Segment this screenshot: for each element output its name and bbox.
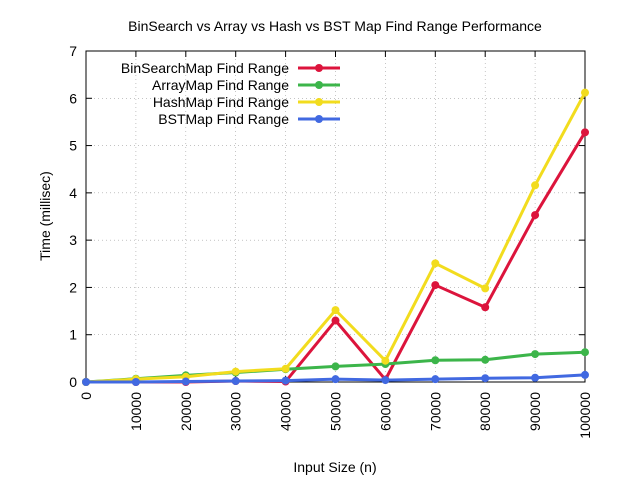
data-point [381, 356, 390, 365]
legend-swatch-point [315, 98, 323, 106]
x-tick-label: 0 [78, 392, 94, 400]
x-tick-label: 40000 [278, 392, 294, 431]
data-point [331, 375, 340, 384]
data-point [331, 316, 340, 325]
data-point [531, 373, 540, 382]
data-point [581, 88, 589, 97]
y-tick-label: 1 [69, 327, 77, 343]
data-point [281, 364, 290, 373]
series-2 [82, 88, 589, 386]
legend-label: HashMap Find Range [153, 94, 289, 110]
data-point [431, 375, 440, 384]
chart-title: BinSearch vs Array vs Hash vs BST Map Fi… [128, 18, 542, 34]
data-point [581, 348, 589, 357]
data-point [581, 370, 589, 379]
data-point [481, 303, 490, 312]
data-point [331, 362, 340, 371]
data-point [431, 281, 440, 290]
x-tick-label: 60000 [377, 392, 393, 431]
x-axis-label: Input Size (n) [293, 459, 376, 475]
y-tick-label: 2 [69, 279, 77, 295]
data-point [281, 376, 290, 385]
x-tick-label: 50000 [328, 392, 344, 431]
y-tick-label: 5 [69, 138, 77, 154]
data-point [481, 355, 490, 364]
legend-swatch-point [315, 115, 323, 123]
data-point [231, 367, 240, 376]
y-tick-label: 0 [69, 374, 77, 390]
data-point [431, 356, 440, 365]
data-point [231, 377, 240, 386]
x-tick-label: 20000 [178, 392, 194, 431]
legend-swatch-point [315, 81, 323, 89]
series-3 [82, 370, 589, 386]
series [82, 88, 589, 386]
y-tick-label: 7 [69, 43, 77, 59]
y-tick-label: 6 [69, 90, 77, 106]
data-point [531, 181, 540, 190]
data-point [181, 377, 190, 386]
data-point [381, 376, 390, 385]
x-tick-label: 30000 [228, 392, 244, 431]
data-point [431, 259, 440, 268]
data-point [531, 211, 540, 220]
data-point [331, 306, 340, 315]
y-tick-label: 4 [69, 185, 77, 201]
x-tick-label: 100000 [577, 392, 593, 439]
x-tick-label: 80000 [477, 392, 493, 431]
x-tick-label: 10000 [128, 392, 144, 431]
series-line [86, 131, 587, 384]
x-tick-label: 90000 [527, 392, 543, 431]
y-tick-label: 3 [69, 232, 77, 248]
legend-label: BSTMap Find Range [158, 111, 289, 127]
data-point [581, 128, 589, 137]
legend-swatch-point [315, 64, 323, 72]
data-point [531, 350, 540, 359]
data-point [481, 374, 490, 383]
x-tick-label: 70000 [427, 392, 443, 431]
data-point [131, 378, 140, 386]
legend-label: BinSearchMap Find Range [121, 60, 289, 76]
y-axis-label: Time (millisec) [37, 171, 53, 261]
legend-label: ArrayMap Find Range [152, 77, 289, 93]
data-point [481, 284, 490, 293]
data-point [82, 378, 90, 386]
series-line [85, 91, 587, 384]
